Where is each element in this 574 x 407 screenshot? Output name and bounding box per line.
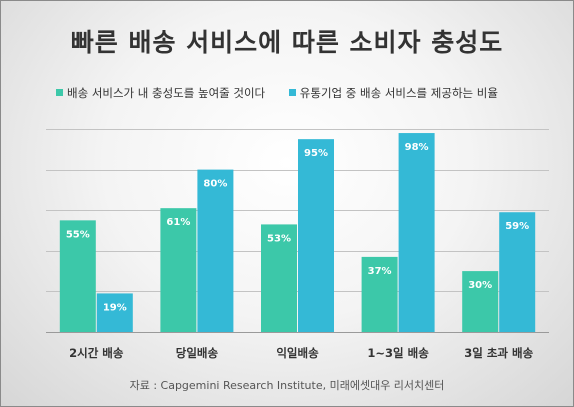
bar-value-label: 19% <box>103 302 127 313</box>
bar-value-label: 53% <box>267 233 291 244</box>
bar-value-label: 59% <box>505 221 529 232</box>
x-tick-label: 2시간 배송 <box>69 346 124 360</box>
bar-value-label: 95% <box>304 148 328 159</box>
bar-series-2 <box>398 133 435 332</box>
bar-value-label: 98% <box>405 142 429 153</box>
bar-series-1 <box>261 224 297 332</box>
legend-item-series-1: 배송 서비스가 내 충성도를 높여줄 것이다 <box>56 85 265 101</box>
bar-value-label: 30% <box>468 280 492 291</box>
bar-series-2 <box>197 169 234 332</box>
legend-swatch-series-1 <box>56 89 63 96</box>
legend: 배송 서비스가 내 충성도를 높여줄 것이다 유통기업 중 배송 서비스를 제공… <box>56 85 518 101</box>
source-note: 자료 : Capgemini Research Institute, 미래에셋대… <box>129 379 445 392</box>
bar-series-1 <box>59 220 96 332</box>
chart-title: 빠른 배송 서비스에 따른 소비자 충성도 <box>70 28 504 57</box>
bar-value-label: 61% <box>166 217 190 228</box>
x-tick-label: 익일배송 <box>276 346 319 360</box>
bar-series-1 <box>462 271 499 332</box>
bar-series-1 <box>361 256 398 332</box>
legend-item-series-2: 유통기업 중 배송 서비스를 제공하는 비율 <box>288 85 498 101</box>
bar-value-label: 55% <box>66 229 90 240</box>
legend-label-series-2: 유통기업 중 배송 서비스를 제공하는 비율 <box>299 86 498 100</box>
legend-swatch-series-2 <box>288 89 296 96</box>
bar-value-label: 37% <box>368 266 392 277</box>
bar-series-1 <box>160 208 197 332</box>
legend-label-series-1: 배송 서비스가 내 충성도를 높여줄 것이다 <box>67 86 266 100</box>
bar-series-2 <box>298 139 334 332</box>
x-tick-label: 3일 초과 배송 <box>464 346 533 360</box>
x-tick-label: 당일배송 <box>176 346 219 360</box>
x-tick-label: 1~3일 배송 <box>367 346 429 360</box>
bar-series-2 <box>499 212 536 332</box>
bar-value-label: 80% <box>203 179 227 190</box>
bar-series-2 <box>96 293 133 332</box>
